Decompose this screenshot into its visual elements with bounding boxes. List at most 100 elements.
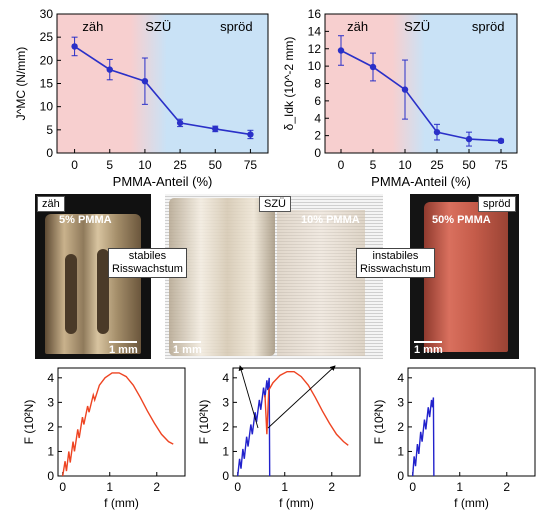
region-label: spröd [220,19,253,34]
y-tick-label: 0 [397,469,404,483]
x-tick-label: 2 [328,480,335,494]
y-tick-label: 3 [222,395,229,409]
x-tick-label: 0 [234,480,241,494]
scale-bar-tough [109,341,137,343]
x-tick-label: 75 [244,158,258,172]
region-background [325,14,517,153]
plot-frame [232,367,361,477]
y-tick-label: 4 [222,371,229,385]
y-tick-label: 1 [397,444,404,458]
x-tick-label: 50 [209,158,223,172]
photo-pct-transition: 10% PMMA [301,214,360,226]
region-label: SZÜ [145,19,171,34]
y-tick-label: 0 [46,146,53,160]
data-point [176,119,184,127]
y-tick-label: 2 [314,129,321,143]
x-axis-label: f (mm) [454,496,489,510]
y-tick-label: 3 [397,395,404,409]
y-axis-label: J^MC (N/mm) [14,47,28,121]
x-tick-label: 1 [106,480,113,494]
data-point [433,128,441,136]
x-tick-label: 2 [503,480,510,494]
x-tick-label: 50 [462,158,476,172]
y-tick-label: 25 [40,30,54,44]
y-tick-label: 4 [47,371,54,385]
data-point [212,125,219,133]
jmc-chart: 0 5 10 15 20 25 30 0 5 10 25 50 75 zäh SZÜ spröd PMMA-An… [14,7,269,189]
x-tick-label: 0 [71,158,78,172]
data-point [106,66,113,73]
x-tick-label: 25 [430,158,444,172]
data-point [401,86,409,93]
scale-label-transition: 1 mm [173,344,202,356]
y-tick-label: 4 [314,111,321,125]
y-tick-label: 5 [46,123,53,137]
x-axis-label: f (mm) [279,496,314,510]
y-tick-label: 10 [40,100,54,114]
region-label: SZÜ [404,19,430,34]
x-tick-label: 1 [456,480,463,494]
y-tick-label: 3 [47,395,54,409]
plot-frame [407,367,536,477]
photo-tag-brittle: spröd [478,196,516,212]
x-axis-label: f (mm) [104,496,139,510]
x-tick-label: 10 [138,158,152,172]
trend-line [340,49,502,142]
y-tick-label: 12 [308,42,322,56]
y-tick-label: 4 [397,371,404,385]
y-tick-label: 10 [308,59,322,73]
x-tick-label: 2 [153,480,160,494]
x-tick-label: 5 [370,158,377,172]
y-tick-label: 15 [40,77,54,91]
data-point [337,47,345,54]
scale-bar-brittle [414,341,442,343]
y-tick-label: 2 [397,420,404,434]
y-tick-label: 14 [308,24,322,38]
x-tick-label: 0 [409,480,416,494]
callout-unstable-growth: instabiles Risswachstum [356,248,435,278]
force-curve [237,377,271,477]
data-point [497,137,505,145]
y-tick-label: 8 [314,77,321,91]
y-tick-label: 1 [222,444,229,458]
y-tick-label: 0 [314,146,321,160]
data-point [465,135,473,143]
y-tick-label: 0 [222,469,229,483]
data-point [71,43,78,50]
delta-chart: 0 2 4 6 8 10 12 14 16 0 5 10 25 50 75 zäh SZÜ spröd PMMA-A… [282,7,518,189]
force-chart-transition: 0 1 2 3 4 0 1 2 f (mm) F (10²N) [197,367,361,510]
x-axis-label: PMMA-Anteil (%) [113,174,213,189]
scale-label-tough: 1 mm [109,344,138,356]
y-axis-label: F (10²N) [197,400,211,445]
data-point [369,63,377,71]
y-axis-label: F (10²N) [22,400,36,445]
callout-stable-line1: stabiles [128,250,167,262]
photo-pct-tough: 5% PMMA [59,214,112,226]
y-tick-label: 0 [47,469,54,483]
photo-tag-transition: SZÜ [259,196,291,212]
region-label: zäh [347,19,368,34]
callout-unstable-line1: instabiles [372,250,419,262]
y-tick-label: 2 [47,420,54,434]
x-tick-label: 1 [281,480,288,494]
force-curve [264,370,349,446]
y-axis-label: δ_Idk (10^-2 mm) [282,37,296,131]
data-point [141,77,149,85]
y-tick-label: 20 [40,53,54,67]
photo-pct-brittle: 50% PMMA [432,214,491,226]
callout-stable-growth: stabiles Risswachstum [108,248,187,278]
callout-unstable-line2: Risswachstum [360,263,431,275]
plot-frame [57,367,186,477]
y-tick-label: 30 [40,7,54,21]
x-tick-label: 5 [106,158,113,172]
photo-tough: zäh 5% PMMA 1 mm [35,194,151,359]
force-chart-tough: 0 1 2 3 4 0 1 2 f (mm) F (10²N) [22,367,186,510]
y-tick-label: 6 [314,94,321,108]
region-background [57,14,268,153]
y-tick-label: 16 [308,7,322,21]
callout-stable-line2: Risswachstum [112,263,183,275]
region-label: spröd [472,19,505,34]
photo-transition: SZÜ 10% PMMA 1 mm [165,194,383,359]
y-tick-label: 2 [222,420,229,434]
x-tick-label: 0 [338,158,345,172]
